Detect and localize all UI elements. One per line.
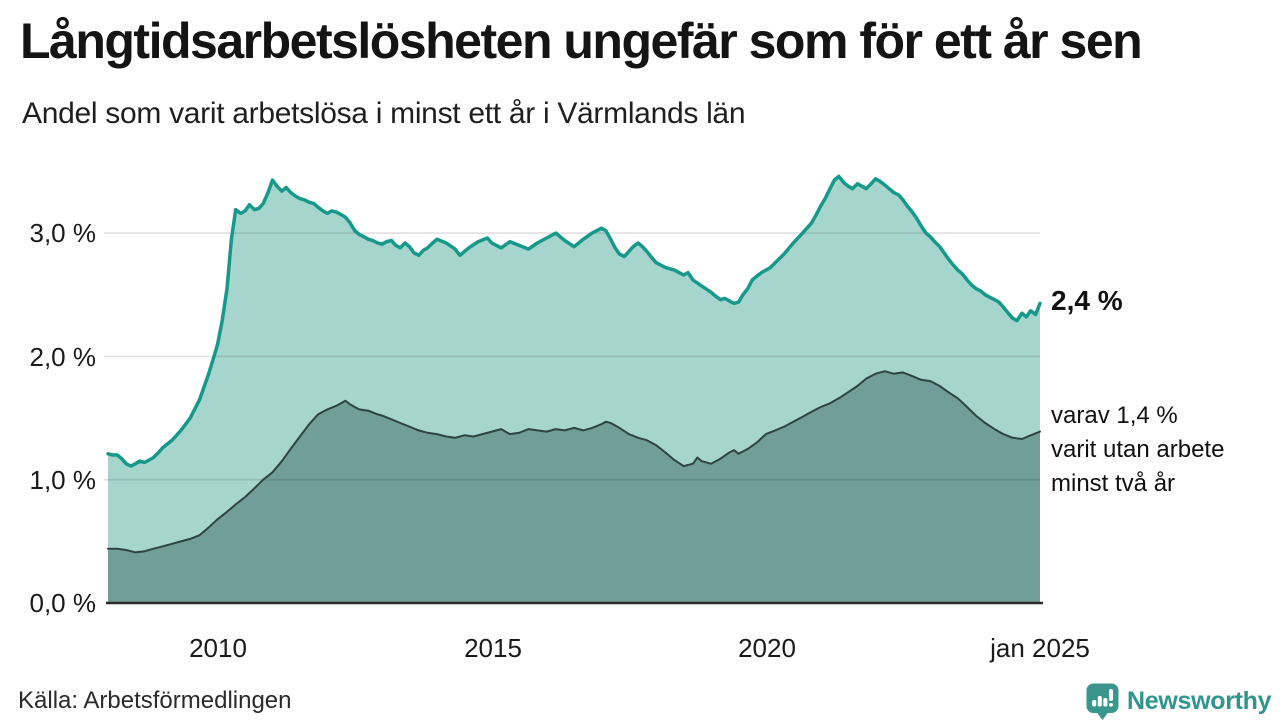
- y-axis-tick-1: 1,0 %: [29, 465, 97, 495]
- two-year-annotation-line-3: minst två år: [1051, 470, 1176, 497]
- latest-value-label: 2,4 %: [1051, 285, 1123, 316]
- y-axis-tick-2: 2,0 %: [29, 342, 97, 372]
- x-axis-tick-jan-2025: jan 2025: [990, 633, 1090, 663]
- page-title: Långtidsarbetslösheten ungefär som för e…: [20, 13, 1143, 69]
- source-credit: Källa: Arbetsförmedlingen: [18, 687, 292, 714]
- chart-subtitle: Andel som varit arbetslösa i minst ett å…: [22, 97, 746, 130]
- two-year-annotation: varav 1,4 % varit utan arbete minst två …: [1051, 399, 1224, 501]
- x-axis-tick-2015: 2015: [464, 633, 522, 663]
- x-axis-tick-2020: 2020: [738, 633, 796, 663]
- newsworthy-wordmark: Newsworthy: [1127, 687, 1272, 715]
- y-axis-tick-3: 3,0 %: [29, 218, 97, 248]
- two-year-annotation-line-2: varit utan arbete: [1051, 436, 1225, 463]
- y-axis-tick-0: 0,0 %: [29, 588, 97, 618]
- newsworthy-logo: Newsworthy: [1086, 683, 1272, 720]
- two-year-annotation-line-1: varav 1,4 %: [1051, 402, 1178, 429]
- newsworthy-bubble-chart-icon: [1086, 683, 1119, 720]
- x-axis-tick-2010: 2010: [189, 633, 247, 663]
